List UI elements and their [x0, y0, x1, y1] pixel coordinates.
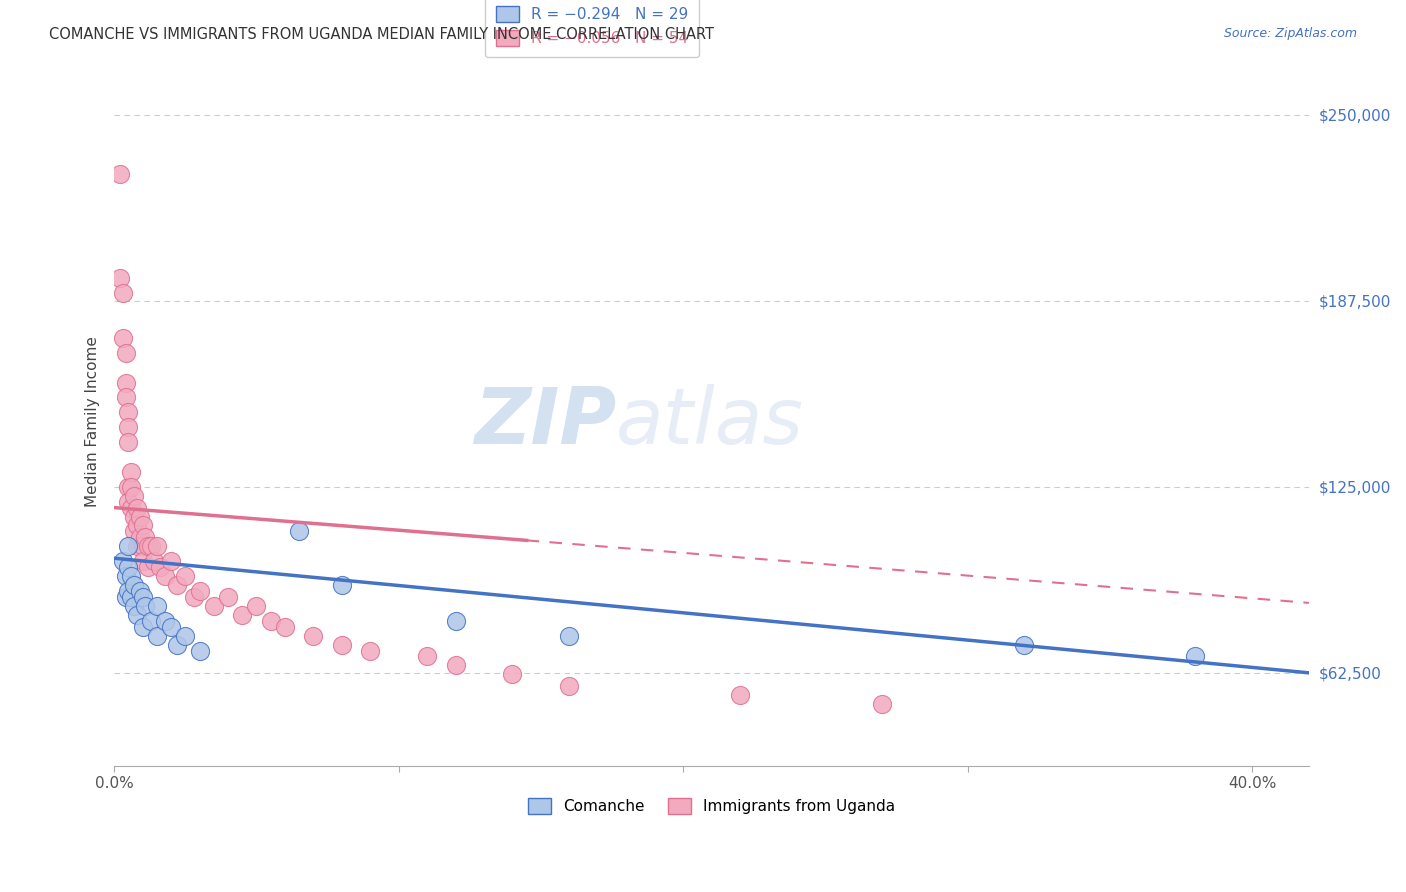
Point: [131, 518, 153, 533]
Point: [728, 688, 751, 702]
Point: [217, 590, 239, 604]
Point: [117, 494, 139, 508]
Point: [160, 554, 183, 568]
Point: [166, 578, 188, 592]
Point: [870, 697, 893, 711]
Point: [117, 420, 139, 434]
Text: ZIP: ZIP: [474, 384, 616, 459]
Point: [125, 500, 148, 515]
Point: [174, 569, 197, 583]
Point: [202, 599, 225, 613]
Point: [146, 539, 169, 553]
Point: [117, 435, 139, 450]
Point: [125, 518, 148, 533]
Point: [146, 599, 169, 613]
Point: [330, 638, 353, 652]
Point: [330, 578, 353, 592]
Point: [136, 539, 159, 553]
Point: [131, 539, 153, 553]
Point: [444, 614, 467, 628]
Point: [111, 331, 134, 345]
Point: [245, 599, 267, 613]
Point: [188, 584, 211, 599]
Point: [122, 578, 145, 592]
Point: [160, 620, 183, 634]
Point: [111, 554, 134, 568]
Legend: Comanche, Immigrants from Uganda: Comanche, Immigrants from Uganda: [519, 789, 904, 823]
Point: [111, 286, 134, 301]
Point: [120, 480, 142, 494]
Point: [122, 524, 145, 539]
Point: [155, 614, 177, 628]
Point: [416, 649, 439, 664]
Point: [114, 346, 136, 360]
Point: [188, 643, 211, 657]
Point: [274, 620, 297, 634]
Point: [117, 584, 139, 599]
Point: [122, 489, 145, 503]
Point: [128, 509, 150, 524]
Text: COMANCHE VS IMMIGRANTS FROM UGANDA MEDIAN FAMILY INCOME CORRELATION CHART: COMANCHE VS IMMIGRANTS FROM UGANDA MEDIA…: [49, 27, 714, 42]
Point: [108, 167, 131, 181]
Point: [134, 530, 156, 544]
Point: [146, 629, 169, 643]
Point: [359, 643, 381, 657]
Point: [128, 530, 150, 544]
Point: [114, 590, 136, 604]
Point: [141, 539, 163, 553]
Point: [114, 376, 136, 390]
Point: [231, 607, 253, 622]
Point: [120, 590, 142, 604]
Point: [444, 658, 467, 673]
Point: [1184, 649, 1206, 664]
Point: [288, 524, 311, 539]
Point: [122, 599, 145, 613]
Point: [166, 638, 188, 652]
Text: Source: ZipAtlas.com: Source: ZipAtlas.com: [1223, 27, 1357, 40]
Point: [143, 554, 166, 568]
Point: [117, 539, 139, 553]
Point: [134, 599, 156, 613]
Point: [114, 391, 136, 405]
Point: [155, 569, 177, 583]
Point: [120, 465, 142, 479]
Point: [141, 614, 163, 628]
Point: [120, 500, 142, 515]
Point: [131, 590, 153, 604]
Point: [174, 629, 197, 643]
Text: atlas: atlas: [616, 384, 804, 459]
Point: [149, 560, 172, 574]
Point: [131, 620, 153, 634]
Point: [117, 560, 139, 574]
Point: [302, 629, 325, 643]
Point: [114, 569, 136, 583]
Point: [125, 607, 148, 622]
Point: [117, 480, 139, 494]
Point: [117, 405, 139, 419]
Point: [125, 539, 148, 553]
Point: [558, 629, 581, 643]
Point: [136, 560, 159, 574]
Point: [259, 614, 281, 628]
Point: [131, 554, 153, 568]
Point: [128, 584, 150, 599]
Y-axis label: Median Family Income: Median Family Income: [86, 336, 100, 507]
Point: [108, 271, 131, 285]
Point: [122, 509, 145, 524]
Point: [558, 679, 581, 693]
Point: [501, 667, 523, 681]
Point: [1014, 638, 1036, 652]
Point: [183, 590, 205, 604]
Point: [120, 569, 142, 583]
